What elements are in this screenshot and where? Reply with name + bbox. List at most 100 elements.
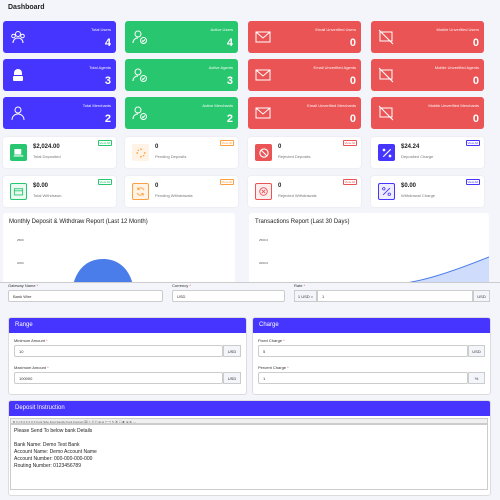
stat-value: 3: [226, 75, 233, 87]
page-title: Dashboard: [8, 4, 45, 11]
editor-line: Bank Name: Demo Test Bank: [14, 442, 80, 448]
chart-series-area: [408, 256, 489, 282]
stat-value: 2: [104, 113, 111, 125]
rate-input[interactable]: 1: [317, 290, 473, 302]
stat-active-agents[interactable]: Active Agents 3: [125, 59, 238, 91]
chart-tick: 2000: [17, 261, 24, 265]
stat-label: Mobile Unverified Agents: [434, 65, 479, 70]
stat-value: 0: [472, 37, 479, 49]
stat-value: 0: [349, 37, 356, 49]
mobile-off-icon: [378, 105, 394, 121]
stat-label: Active Users: [210, 27, 233, 32]
stat-value: 4: [104, 37, 111, 49]
view-all-button[interactable]: View All: [465, 179, 480, 185]
minimum-amount-input[interactable]: 10: [14, 345, 223, 357]
chart-title: Transactions Report (Last 30 Days): [255, 219, 350, 225]
view-all-button[interactable]: View All: [465, 140, 480, 146]
envelope-icon: [255, 107, 271, 119]
percent-charge-input[interactable]: 1: [258, 372, 468, 384]
percent-charge-label: Percent Charge *: [258, 365, 289, 370]
view-all-button[interactable]: View All: [219, 179, 234, 185]
card-value: $0.00: [33, 183, 49, 189]
editor-line: [14, 435, 484, 442]
view-all-button[interactable]: View All: [342, 179, 357, 185]
card-label: Total Withdrawn: [33, 193, 62, 198]
gateway-name-label: Gateway Name *: [8, 283, 39, 288]
fixed-charge-label: Fixed Charge *: [258, 338, 285, 343]
range-panel-title: Range: [9, 318, 246, 333]
view-all-button[interactable]: View All: [97, 179, 112, 185]
stat-mobile-unverified-users[interactable]: Mobile Unverified Users 0: [371, 21, 484, 53]
editor-line: Account Name: Demo Account Name: [14, 449, 97, 455]
chart-tick: 2000.0: [259, 261, 269, 265]
stat-email-unverified-merchants[interactable]: Email Unverified Merchants 0: [248, 97, 361, 129]
card-label: Pending Withdrawals: [155, 193, 193, 198]
stat-value: 0: [472, 113, 479, 125]
card-pending-withdrawals: 0 Pending Withdrawals View All: [125, 176, 238, 207]
user-check-icon: [132, 68, 147, 82]
rate-label: Rate *: [294, 283, 306, 288]
stat-label: Total Agents: [89, 65, 111, 70]
mobile-off-icon: [378, 67, 394, 83]
transactions-report-chart: Transactions Report (Last 30 Days) 2500.…: [249, 213, 489, 282]
stat-value: 3: [104, 75, 111, 87]
wallet-icon: [10, 183, 27, 200]
view-all-button[interactable]: View All: [97, 140, 112, 146]
card-deposited-charge: $24.24 Deposited Charge View All: [371, 137, 484, 168]
card-value: 0: [155, 183, 159, 189]
deposit-instruction-editor[interactable]: Please Send To below bank Details Bank N…: [10, 424, 488, 490]
currency-input[interactable]: USD: [172, 290, 285, 302]
stat-value: 2: [226, 113, 233, 125]
stat-email-unverified-agents[interactable]: Email Unverified Agents 0: [248, 59, 361, 91]
maximum-amount-suffix: USD: [223, 372, 241, 384]
stat-value: 0: [349, 75, 356, 87]
agent-icon: [13, 69, 23, 81]
charge-panel-title: Charge: [253, 318, 490, 333]
gateway-name-input[interactable]: Bank Wire: [8, 290, 163, 302]
editor-toolbar[interactable]: B I U S ≡ ≡ ≡ ≡ ≡ Font Size Font Family …: [10, 418, 488, 424]
stat-label: Email Unverified Agents: [313, 65, 356, 70]
monthly-report-chart: Monthly Deposit & Withdraw Report (Last …: [3, 213, 235, 282]
stat-value: 0: [349, 113, 356, 125]
card-label: Withdrawal Charge: [401, 193, 436, 198]
chart-series-area: [73, 259, 133, 282]
card-label: Rejected Withdrawals: [278, 193, 317, 198]
stat-label: Mobile Unverified Merchants: [428, 103, 479, 108]
fixed-charge-input[interactable]: 5: [258, 345, 468, 357]
dashboard-section: Dashboard Total Users 4 Active Users 4 E…: [3, 4, 489, 282]
users-icon: [11, 31, 25, 44]
rate-suffix: USD: [473, 290, 490, 302]
card-rejected-withdrawals: 0 Rejected Withdrawals View All: [248, 176, 361, 207]
stat-label: Email Unverified Users: [315, 27, 356, 32]
mobile-off-icon: [378, 29, 394, 45]
stat-label: Email Unverified Merchants: [307, 103, 356, 108]
stat-total-users[interactable]: Total Users 4: [3, 21, 116, 53]
stat-mobile-unverified-agents[interactable]: Mobile Unverified Agents 0: [371, 59, 484, 91]
stat-active-merchants[interactable]: Active Merchants 2: [125, 97, 238, 129]
card-label: Total Deposited: [33, 154, 61, 159]
minimum-amount-label: Minimum Amount *: [14, 338, 48, 343]
card-value: $0.00: [401, 183, 417, 189]
stat-value: 0: [472, 75, 479, 87]
stat-label: Total Users: [90, 27, 111, 32]
stat-email-unverified-users[interactable]: Email Unverified Users 0: [248, 21, 361, 53]
view-all-button[interactable]: View All: [219, 140, 234, 146]
editor-line: Please Send To below bank Details: [14, 428, 93, 434]
maximum-amount-input[interactable]: 100000: [14, 372, 223, 384]
card-label: Deposited Charge: [401, 154, 434, 159]
stat-total-merchants[interactable]: Total Merchants 2: [3, 97, 116, 129]
stat-label: Total Merchants: [82, 103, 111, 108]
stat-active-users[interactable]: Active Users 4: [125, 21, 238, 53]
stat-mobile-unverified-merchants[interactable]: Mobile Unverified Merchants 0: [371, 97, 484, 129]
view-all-button[interactable]: View All: [342, 140, 357, 146]
stat-label: Mobile Unverified Users: [436, 27, 479, 32]
stat-total-agents[interactable]: Total Agents 3: [3, 59, 116, 91]
percent-charge-suffix: %: [468, 372, 485, 384]
card-label: Rejected Deposits: [278, 154, 311, 159]
card-value: $24.24: [401, 144, 420, 150]
editor-line: Account Number: 000-000-000-000: [14, 456, 93, 462]
user-check-icon: [132, 30, 147, 44]
spinner-icon: [132, 144, 149, 161]
stat-label: Active Merchants: [202, 103, 233, 108]
currency-label: Currency *: [172, 283, 191, 288]
